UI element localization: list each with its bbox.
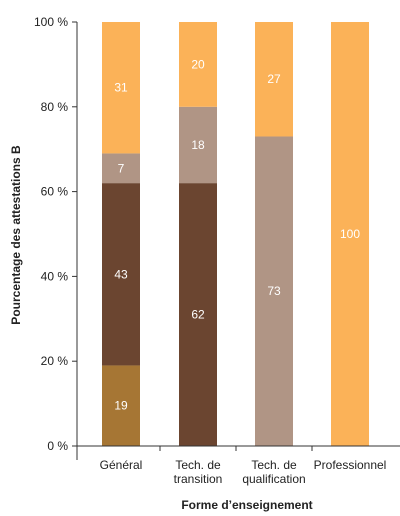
y-tick-label-0: 0 % [47, 439, 68, 453]
data-label-c0-s1: 43 [114, 267, 128, 281]
category-label-2-1: qualification [242, 472, 305, 486]
data-label-c0-s3: 31 [114, 81, 128, 95]
category-label-2-0: Tech. de [251, 458, 297, 472]
bar-segment-c0-s3 [102, 22, 140, 154]
data-label-c0-s0: 19 [114, 399, 128, 413]
bars-group [102, 22, 369, 447]
y-tick-label-4: 80 % [41, 100, 69, 114]
data-label-c1-s2: 18 [191, 138, 205, 152]
y-tick-label-5: 100 % [34, 15, 68, 29]
category-label-1-0: Tech. de [175, 458, 221, 472]
x-axis-title: Forme d’enseignement [181, 498, 312, 512]
data-label-c1-s3: 20 [191, 57, 205, 71]
bar-segment-c3-s3 [331, 22, 369, 446]
bar-segment-c1-s1 [179, 183, 217, 446]
data-labels-group: 19 43 7 31 62 18 20 73 27 100 [114, 57, 360, 412]
data-label-c0-s2: 7 [118, 161, 125, 175]
category-label-1-1: transition [174, 472, 223, 486]
bar-segment-c1-s2 [179, 106, 217, 184]
bar-segment-c0-s0 [102, 365, 140, 446]
bar-segment-c1-s3 [179, 22, 217, 107]
data-label-c2-s3: 27 [267, 72, 281, 86]
y-tick-label-1: 20 % [41, 354, 69, 368]
category-label-0-0: Général [100, 458, 143, 472]
axes-group: 0 %20 %40 %60 %80 %100 %Général Tech. det… [34, 15, 400, 486]
bar-segment-c0-s2 [102, 153, 140, 184]
y-tick-label-2: 40 % [41, 269, 69, 283]
y-tick-label-3: 60 % [41, 185, 69, 199]
bar-segment-c2-s3 [255, 22, 293, 137]
data-label-c3-s3: 100 [340, 227, 360, 241]
data-label-c2-s2: 73 [267, 284, 281, 298]
bar-segment-c0-s1 [102, 183, 140, 366]
category-label-3-0: Professionnel [314, 458, 387, 472]
y-axis-title: Pourcentage des attestations B [9, 145, 23, 325]
bar-segment-c2-s2 [255, 136, 293, 447]
data-label-c1-s1: 62 [191, 308, 205, 322]
